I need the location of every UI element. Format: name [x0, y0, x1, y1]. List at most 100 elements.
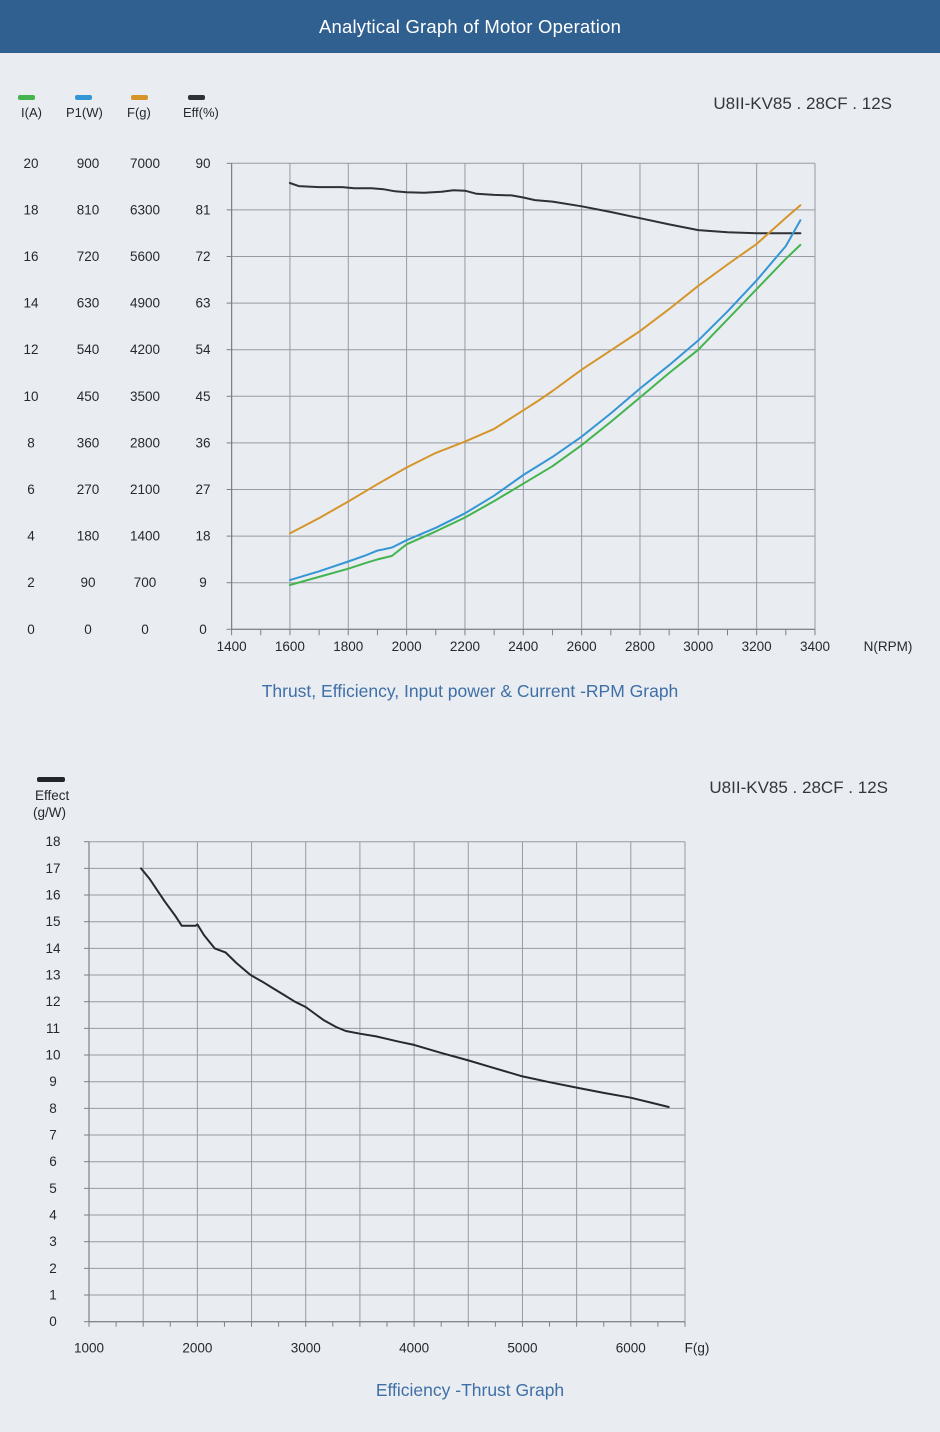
axis-tick-label-Eff(%): 72 [195, 249, 210, 264]
axis-tick-label-P1(W): 900 [77, 156, 100, 171]
y-tick-label: 4 [49, 1208, 57, 1223]
axis-tick-label-P1(W): 450 [77, 389, 100, 404]
x-tick-label: 3000 [683, 639, 713, 654]
motor-model-label-2: U8II-KV85 . 28CF . 12S [709, 778, 888, 797]
axis-tick-label-F(g): 2100 [130, 482, 160, 497]
axis-tick-label-Eff(%): 27 [195, 482, 210, 497]
rpm-chart-title: Thrust, Efficiency, Input power & Curren… [261, 681, 679, 701]
axis-tick-label-F(g): 700 [134, 575, 157, 590]
y-tick-label: 17 [45, 861, 60, 876]
axis-tick-label-Eff(%): 63 [195, 296, 210, 311]
y-tick-label: 11 [46, 1021, 60, 1036]
y-tick-label: 6 [49, 1154, 57, 1169]
axis-tick-label-I(A): 2 [27, 575, 35, 590]
axis-tick-label-F(g): 2800 [130, 435, 160, 450]
x-tick-label: 1000 [74, 1341, 104, 1356]
series-line-ia [288, 243, 802, 586]
y-tick-label: 13 [45, 968, 60, 983]
x-tick-label: 3200 [742, 639, 772, 654]
axis-tick-label-Eff(%): 9 [199, 575, 207, 590]
efficiency-thrust-chart-title: Efficiency -Thrust Graph [375, 1380, 565, 1400]
axis-tick-label-P1(W): 540 [77, 342, 100, 357]
legend-label-input-power: P1(W) [66, 105, 103, 120]
y-tick-label: 9 [49, 1074, 57, 1089]
x-tick-label: 2200 [450, 639, 480, 654]
x-axis-unit-label: F(g) [685, 1341, 710, 1356]
axis-tick-label-F(g): 5600 [130, 249, 160, 264]
y-tick-label: 12 [45, 994, 60, 1009]
axis-tick-label-F(g): 4900 [130, 296, 160, 311]
x-tick-label: 1600 [275, 639, 305, 654]
axis-tick-label-I(A): 4 [27, 529, 35, 544]
legend-swatch-effect [37, 777, 65, 782]
axis-tick-label-F(g): 1400 [130, 529, 160, 544]
x-tick-label: 3000 [291, 1341, 321, 1356]
axis-tick-label-F(g): 6300 [130, 202, 160, 217]
y-tick-label: 15 [45, 914, 60, 929]
legend-label-efficiency: Eff(%) [183, 105, 219, 120]
axis-tick-label-Eff(%): 18 [195, 529, 210, 544]
legend-label-thrust: F(g) [127, 105, 151, 120]
y-tick-label: 16 [45, 888, 60, 903]
axis-tick-label-I(A): 10 [23, 389, 38, 404]
axis-tick-label-I(A): 0 [27, 622, 35, 637]
axis-tick-label-I(A): 20 [23, 156, 38, 171]
axis-tick-label-P1(W): 360 [77, 435, 100, 450]
x-tick-label: 5000 [507, 1341, 537, 1356]
legend-label-effect-unit: (g/W) [33, 805, 66, 820]
axis-tick-label-Eff(%): 90 [195, 156, 210, 171]
axis-tick-label-P1(W): 0 [84, 622, 92, 637]
x-axis-unit-label: N(RPM) [864, 639, 913, 654]
y-tick-label: 7 [49, 1128, 57, 1143]
legend-label-current: I(A) [21, 105, 42, 120]
x-tick-label: 2000 [182, 1341, 212, 1356]
axis-tick-label-P1(W): 630 [77, 296, 100, 311]
y-tick-label: 8 [49, 1101, 57, 1116]
rpm-chart: 2018161412108642090081072063054045036027… [23, 156, 912, 654]
axis-tick-label-F(g): 7000 [130, 156, 160, 171]
y-tick-label: 3 [49, 1234, 57, 1249]
y-tick-label: 1 [49, 1288, 57, 1303]
axis-tick-label-Eff(%): 54 [195, 342, 211, 357]
axis-tick-label-P1(W): 180 [77, 529, 100, 544]
series-line-effect [140, 867, 670, 1108]
axis-tick-label-Eff(%): 81 [195, 202, 210, 217]
y-tick-label: 10 [45, 1048, 60, 1063]
legend-swatch-thrust [131, 95, 148, 100]
x-tick-label: 1400 [217, 639, 247, 654]
y-tick-label: 0 [49, 1314, 57, 1329]
y-tick-label: 18 [45, 834, 60, 849]
x-tick-label: 2400 [508, 639, 538, 654]
axis-tick-label-I(A): 6 [27, 482, 35, 497]
x-tick-label: 1800 [333, 639, 363, 654]
title-bar: Analytical Graph of Motor Operation [0, 0, 940, 53]
axis-tick-label-I(A): 12 [23, 342, 38, 357]
y-tick-label: 2 [49, 1261, 57, 1276]
page-title: Analytical Graph of Motor Operation [318, 15, 622, 37]
axis-tick-label-I(A): 8 [27, 435, 35, 450]
x-tick-label: 3400 [800, 639, 830, 654]
y-tick-label: 14 [45, 941, 61, 956]
y-tick-label: 5 [49, 1181, 57, 1196]
x-tick-label: 2600 [567, 639, 597, 654]
axis-tick-label-P1(W): 270 [77, 482, 100, 497]
legend-label-effect: Effect [35, 788, 70, 803]
axis-tick-label-Eff(%): 36 [195, 435, 210, 450]
legend-swatch-input-power [75, 95, 92, 100]
axis-tick-label-Eff(%): 0 [199, 622, 207, 637]
series-line-eff [288, 182, 802, 235]
axis-tick-label-I(A): 16 [23, 249, 38, 264]
axis-tick-label-I(A): 18 [23, 202, 38, 217]
x-tick-label: 6000 [616, 1341, 646, 1356]
axis-tick-label-P1(W): 810 [77, 202, 100, 217]
axis-tick-label-Eff(%): 45 [195, 389, 210, 404]
axis-tick-label-F(g): 0 [141, 622, 149, 637]
legend-swatch-current [18, 95, 35, 100]
axis-tick-label-P1(W): 90 [80, 575, 95, 590]
axis-tick-label-I(A): 14 [23, 296, 39, 311]
legend-swatch-efficiency [188, 95, 205, 100]
x-tick-label: 2000 [392, 639, 422, 654]
